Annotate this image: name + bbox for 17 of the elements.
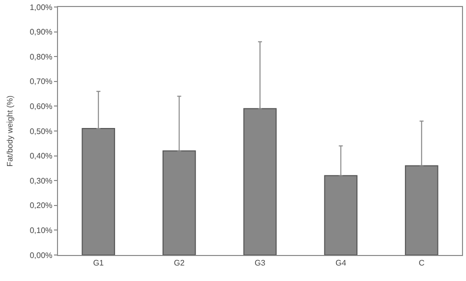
- y-tick-label: 0,60%: [30, 102, 52, 111]
- y-tick-label: 0,40%: [30, 152, 52, 161]
- y-tick-label: 0,50%: [30, 126, 52, 136]
- y-tick-label: 0,90%: [30, 28, 52, 37]
- x-tick-label: G3: [254, 258, 266, 268]
- x-tick-label: C: [418, 258, 425, 268]
- y-tick-label: 0,00%: [30, 250, 52, 260]
- x-tick-label: G4: [335, 258, 347, 268]
- y-axis-title: Fat/body weight (%): [5, 95, 14, 167]
- y-tick-label: 0,30%: [30, 176, 52, 186]
- y-tick-label: 0,10%: [30, 226, 52, 235]
- y-tick-label: 0,80%: [30, 52, 52, 62]
- y-tick-label: 0,70%: [30, 77, 52, 86]
- y-tick-label: 0,20%: [30, 201, 52, 210]
- x-tick-label: G1: [93, 258, 104, 268]
- y-tick-label: 1,00%: [30, 2, 52, 12]
- x-tick-label: G2: [174, 258, 186, 268]
